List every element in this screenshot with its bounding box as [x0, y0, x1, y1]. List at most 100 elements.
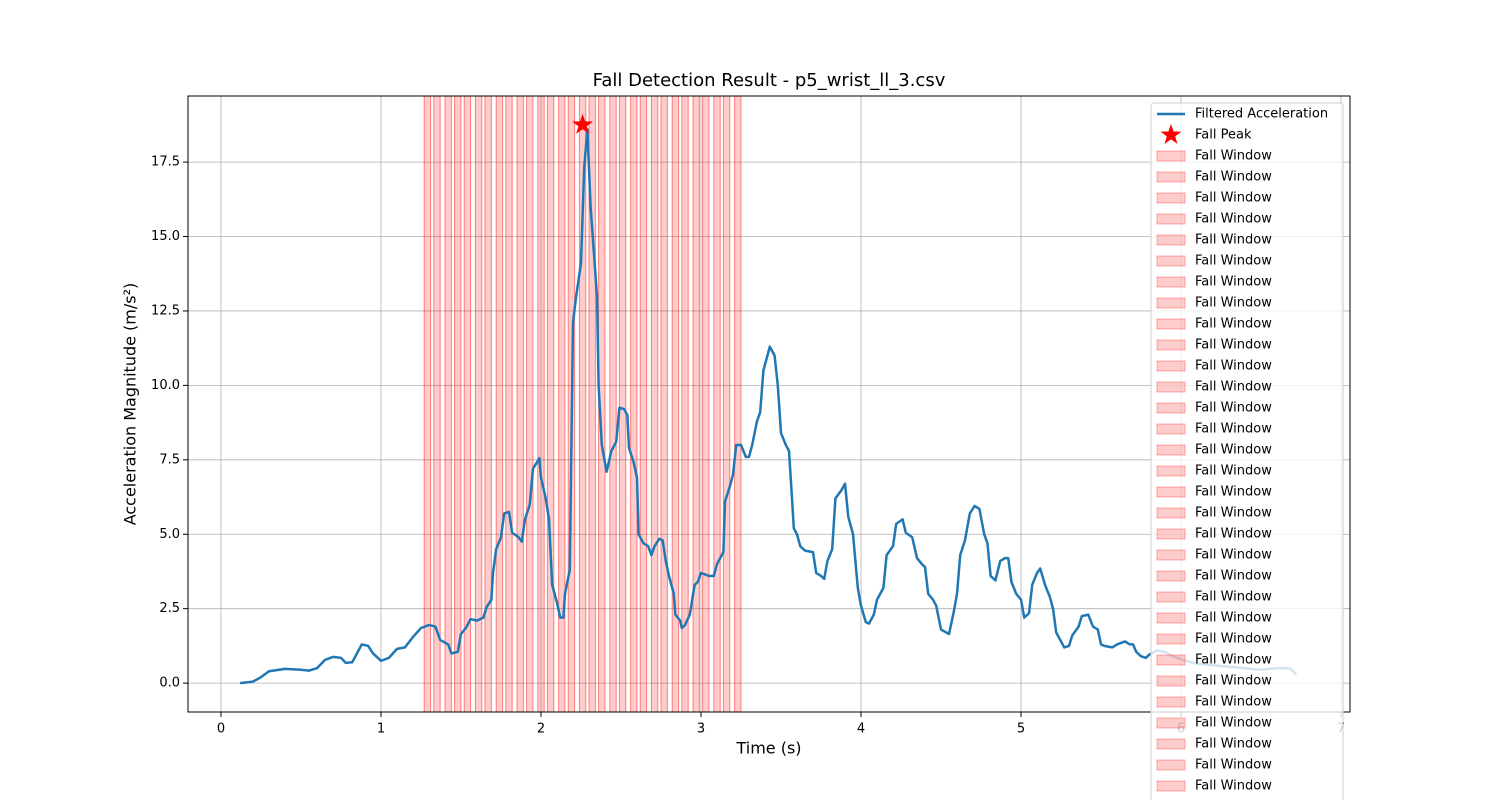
legend-window-swatch	[1156, 318, 1186, 330]
x-tick-label: 1	[377, 722, 385, 737]
legend-label: Fall Window	[1195, 779, 1272, 794]
legend-label: Fall Window	[1195, 506, 1272, 521]
legend-label: Fall Window	[1195, 170, 1272, 185]
legend-window-swatch	[1156, 423, 1186, 435]
x-tick-label: 4	[857, 722, 865, 737]
y-tick-label: 17.5	[151, 155, 180, 170]
legend-label: Fall Window	[1195, 233, 1272, 248]
legend-star-swatch	[1160, 124, 1182, 144]
fall-window	[692, 96, 700, 712]
fall-window	[423, 96, 432, 712]
legend-window-swatch	[1156, 780, 1186, 792]
x-tick-label: 2	[537, 722, 545, 737]
legend-label: Fall Window	[1195, 548, 1272, 563]
fall-window	[516, 96, 524, 712]
fall-window	[474, 96, 483, 712]
legend-label: Fall Window	[1195, 464, 1272, 479]
fall-window	[671, 96, 680, 712]
fall-window	[681, 96, 689, 712]
legend-label: Fall Peak	[1195, 128, 1252, 143]
fall-window	[505, 96, 513, 712]
legend-label: Fall Window	[1195, 422, 1272, 437]
x-tick-label: 3	[697, 722, 705, 737]
legend-window-swatch	[1156, 381, 1186, 393]
y-tick-label: 7.5	[159, 452, 180, 467]
fall-window	[734, 96, 742, 712]
legend-window-swatch	[1156, 486, 1186, 498]
legend-label: Fall Window	[1195, 254, 1272, 269]
fall-window	[578, 96, 587, 712]
legend-window-swatch	[1156, 192, 1186, 204]
fall-window	[463, 96, 472, 712]
x-tick-label: 5	[1017, 722, 1025, 737]
x-axis-label: Time (s)	[735, 739, 801, 758]
legend-window-swatch	[1156, 612, 1186, 624]
fall-window	[537, 96, 545, 712]
y-axis-label: Acceleration Magnitude (m/s²)	[121, 283, 140, 526]
fall-window	[546, 96, 555, 712]
legend-label: Fall Window	[1195, 191, 1272, 206]
y-tick-label: 15.0	[151, 229, 180, 244]
legend-label: Filtered Acceleration	[1195, 107, 1328, 122]
fall-window	[609, 96, 617, 712]
legend-label: Fall Window	[1195, 674, 1272, 689]
legend-label: Fall Window	[1195, 338, 1272, 353]
legend-window-swatch	[1156, 675, 1186, 687]
y-tick-label: 2.5	[159, 601, 180, 616]
fall-window	[639, 96, 648, 712]
fall-peak-marker	[572, 113, 594, 134]
ticks: 012345670.02.55.07.510.012.515.017.5	[151, 155, 1345, 737]
legend: Filtered Acceleration Fall Peak Fall Windo…	[1150, 102, 1344, 800]
y-tick-label: 12.5	[151, 303, 180, 318]
legend-window-swatch	[1156, 171, 1186, 183]
legend-window-swatch	[1156, 360, 1186, 372]
legend-window-swatch	[1156, 549, 1186, 561]
fall-windows	[423, 96, 742, 712]
legend-label: Fall Window	[1195, 695, 1272, 710]
fall-window	[650, 96, 659, 712]
legend-label: Fall Window	[1195, 380, 1272, 395]
legend-window-swatch	[1156, 654, 1186, 666]
fall-window	[660, 96, 668, 712]
fall-window	[630, 96, 638, 712]
fall-window	[618, 96, 627, 712]
legend-window-swatch	[1156, 570, 1186, 582]
fall-window	[588, 96, 596, 712]
fall-window	[484, 96, 492, 712]
plot-frame	[187, 95, 1351, 713]
legend-label: Fall Window	[1195, 443, 1272, 458]
y-tick-label: 10.0	[151, 378, 180, 393]
chart-title: Fall Detection Result - p5_wrist_ll_3.cs…	[593, 70, 946, 91]
legend-label: Fall Window	[1195, 485, 1272, 500]
fall-window	[433, 96, 441, 712]
legend-label: Fall Window	[1195, 317, 1272, 332]
legend-window-swatch	[1156, 255, 1186, 267]
fall-window	[722, 96, 731, 712]
legend-window-swatch	[1156, 507, 1186, 519]
legend-label: Fall Window	[1195, 716, 1272, 731]
x-tick-label: 0	[217, 722, 225, 737]
legend-window-swatch	[1156, 528, 1186, 540]
legend-label: Fall Window	[1195, 527, 1272, 542]
legend-window-swatch	[1156, 402, 1186, 414]
legend-box	[1150, 102, 1344, 800]
fall-window	[444, 96, 452, 712]
legend-window-swatch	[1156, 150, 1186, 162]
legend-window-swatch	[1156, 234, 1186, 246]
fall-window	[702, 96, 710, 712]
acceleration-line	[240, 128, 1298, 685]
legend-label: Fall Window	[1195, 569, 1272, 584]
legend-label: Fall Window	[1195, 758, 1272, 773]
fall-window	[495, 96, 504, 712]
legend-label: Fall Window	[1195, 275, 1272, 290]
legend-window-swatch	[1156, 717, 1186, 729]
legend-window-swatch	[1156, 465, 1186, 477]
legend-window-swatch	[1156, 297, 1186, 309]
legend-label: Fall Window	[1195, 653, 1272, 668]
fall-window	[454, 96, 462, 712]
legend-window-swatch	[1156, 633, 1186, 645]
legend-window-swatch	[1156, 276, 1186, 288]
legend-label: Fall Window	[1195, 359, 1272, 374]
